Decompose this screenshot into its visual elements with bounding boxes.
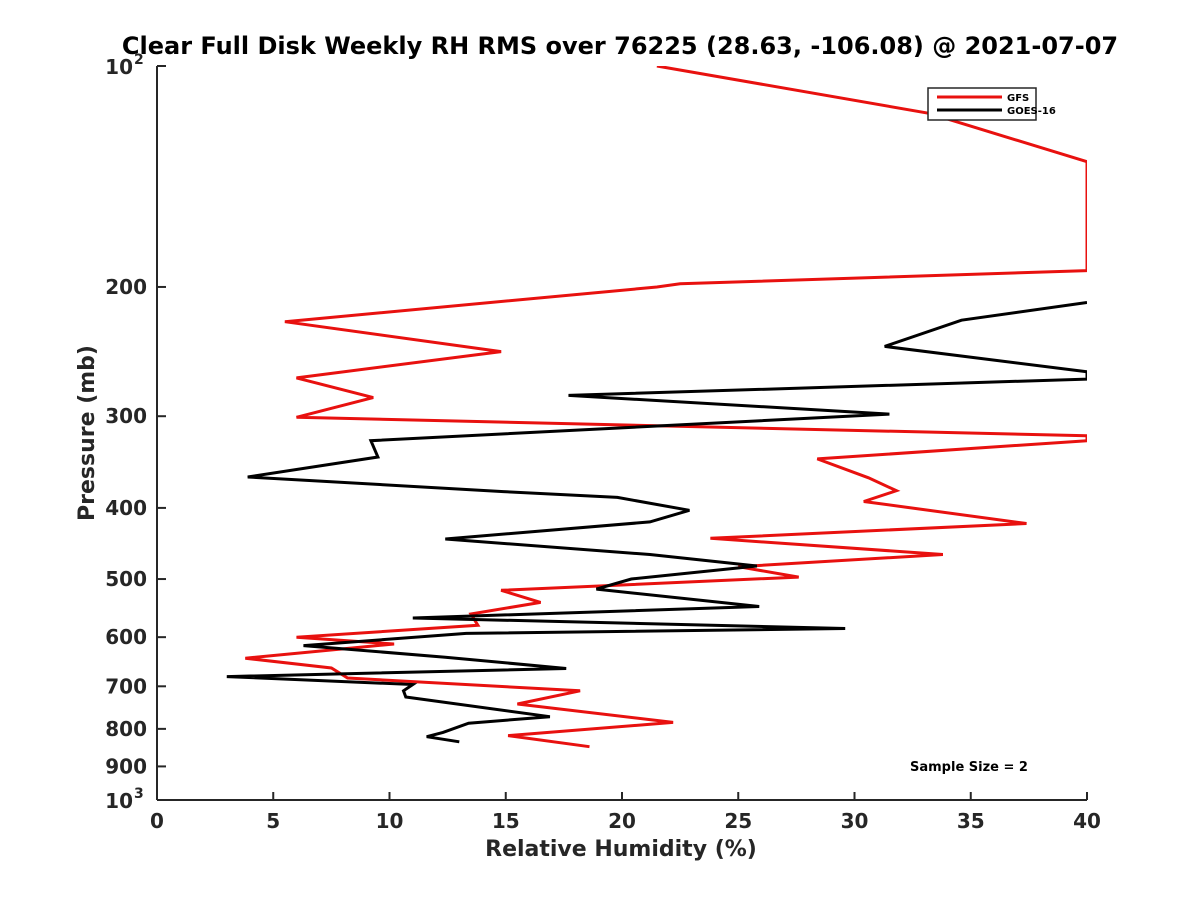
sample-size-annotation: Sample Size = 2 [910, 760, 1028, 775]
y-axis-label: Pressure (mb) [75, 345, 100, 521]
y-tick-label: 400 [105, 496, 147, 520]
series-layer [226, 66, 1087, 749]
x-tick-label: 40 [1073, 809, 1101, 833]
y-tick-label: 900 [105, 754, 147, 778]
y-tick-label: 700 [105, 674, 147, 698]
x-tick-label: 10 [376, 809, 404, 833]
x-tick-label: 30 [841, 809, 869, 833]
x-tick-label: 35 [957, 809, 985, 833]
y-tick-exponent: 2 [134, 52, 144, 68]
legend-label-gfs: GFS [1007, 93, 1029, 104]
legend: GFS GOES-16 [927, 87, 1056, 121]
legend-box [927, 87, 1037, 121]
y-tick-label: 600 [105, 625, 147, 649]
y-tick-label: 10 [105, 789, 133, 813]
y-tick-label: 800 [105, 717, 147, 741]
x-tick-label: 15 [492, 809, 520, 833]
y-tick-label: 10 [105, 55, 133, 79]
x-tick-label: 5 [266, 809, 280, 833]
legend-label-goes-16: GOES-16 [1007, 106, 1056, 117]
y-tick-label: 200 [105, 275, 147, 299]
chart-title: Clear Full Disk Weekly RH RMS over 76225… [122, 32, 1118, 60]
series-line-gfs [245, 66, 1087, 749]
y-tick-exponent: 3 [134, 786, 144, 802]
y-tick-label: 300 [105, 404, 147, 428]
x-tick-label: 0 [150, 809, 164, 833]
x-tick-label: 20 [608, 809, 636, 833]
series-line-goes-16 [226, 301, 1087, 744]
y-tick-label: 500 [105, 567, 147, 591]
x-axis-label: Relative Humidity (%) [485, 837, 757, 862]
x-tick-label: 25 [724, 809, 752, 833]
x-ticks: 0 5 10 15 20 25 30 35 40 [150, 792, 1101, 833]
